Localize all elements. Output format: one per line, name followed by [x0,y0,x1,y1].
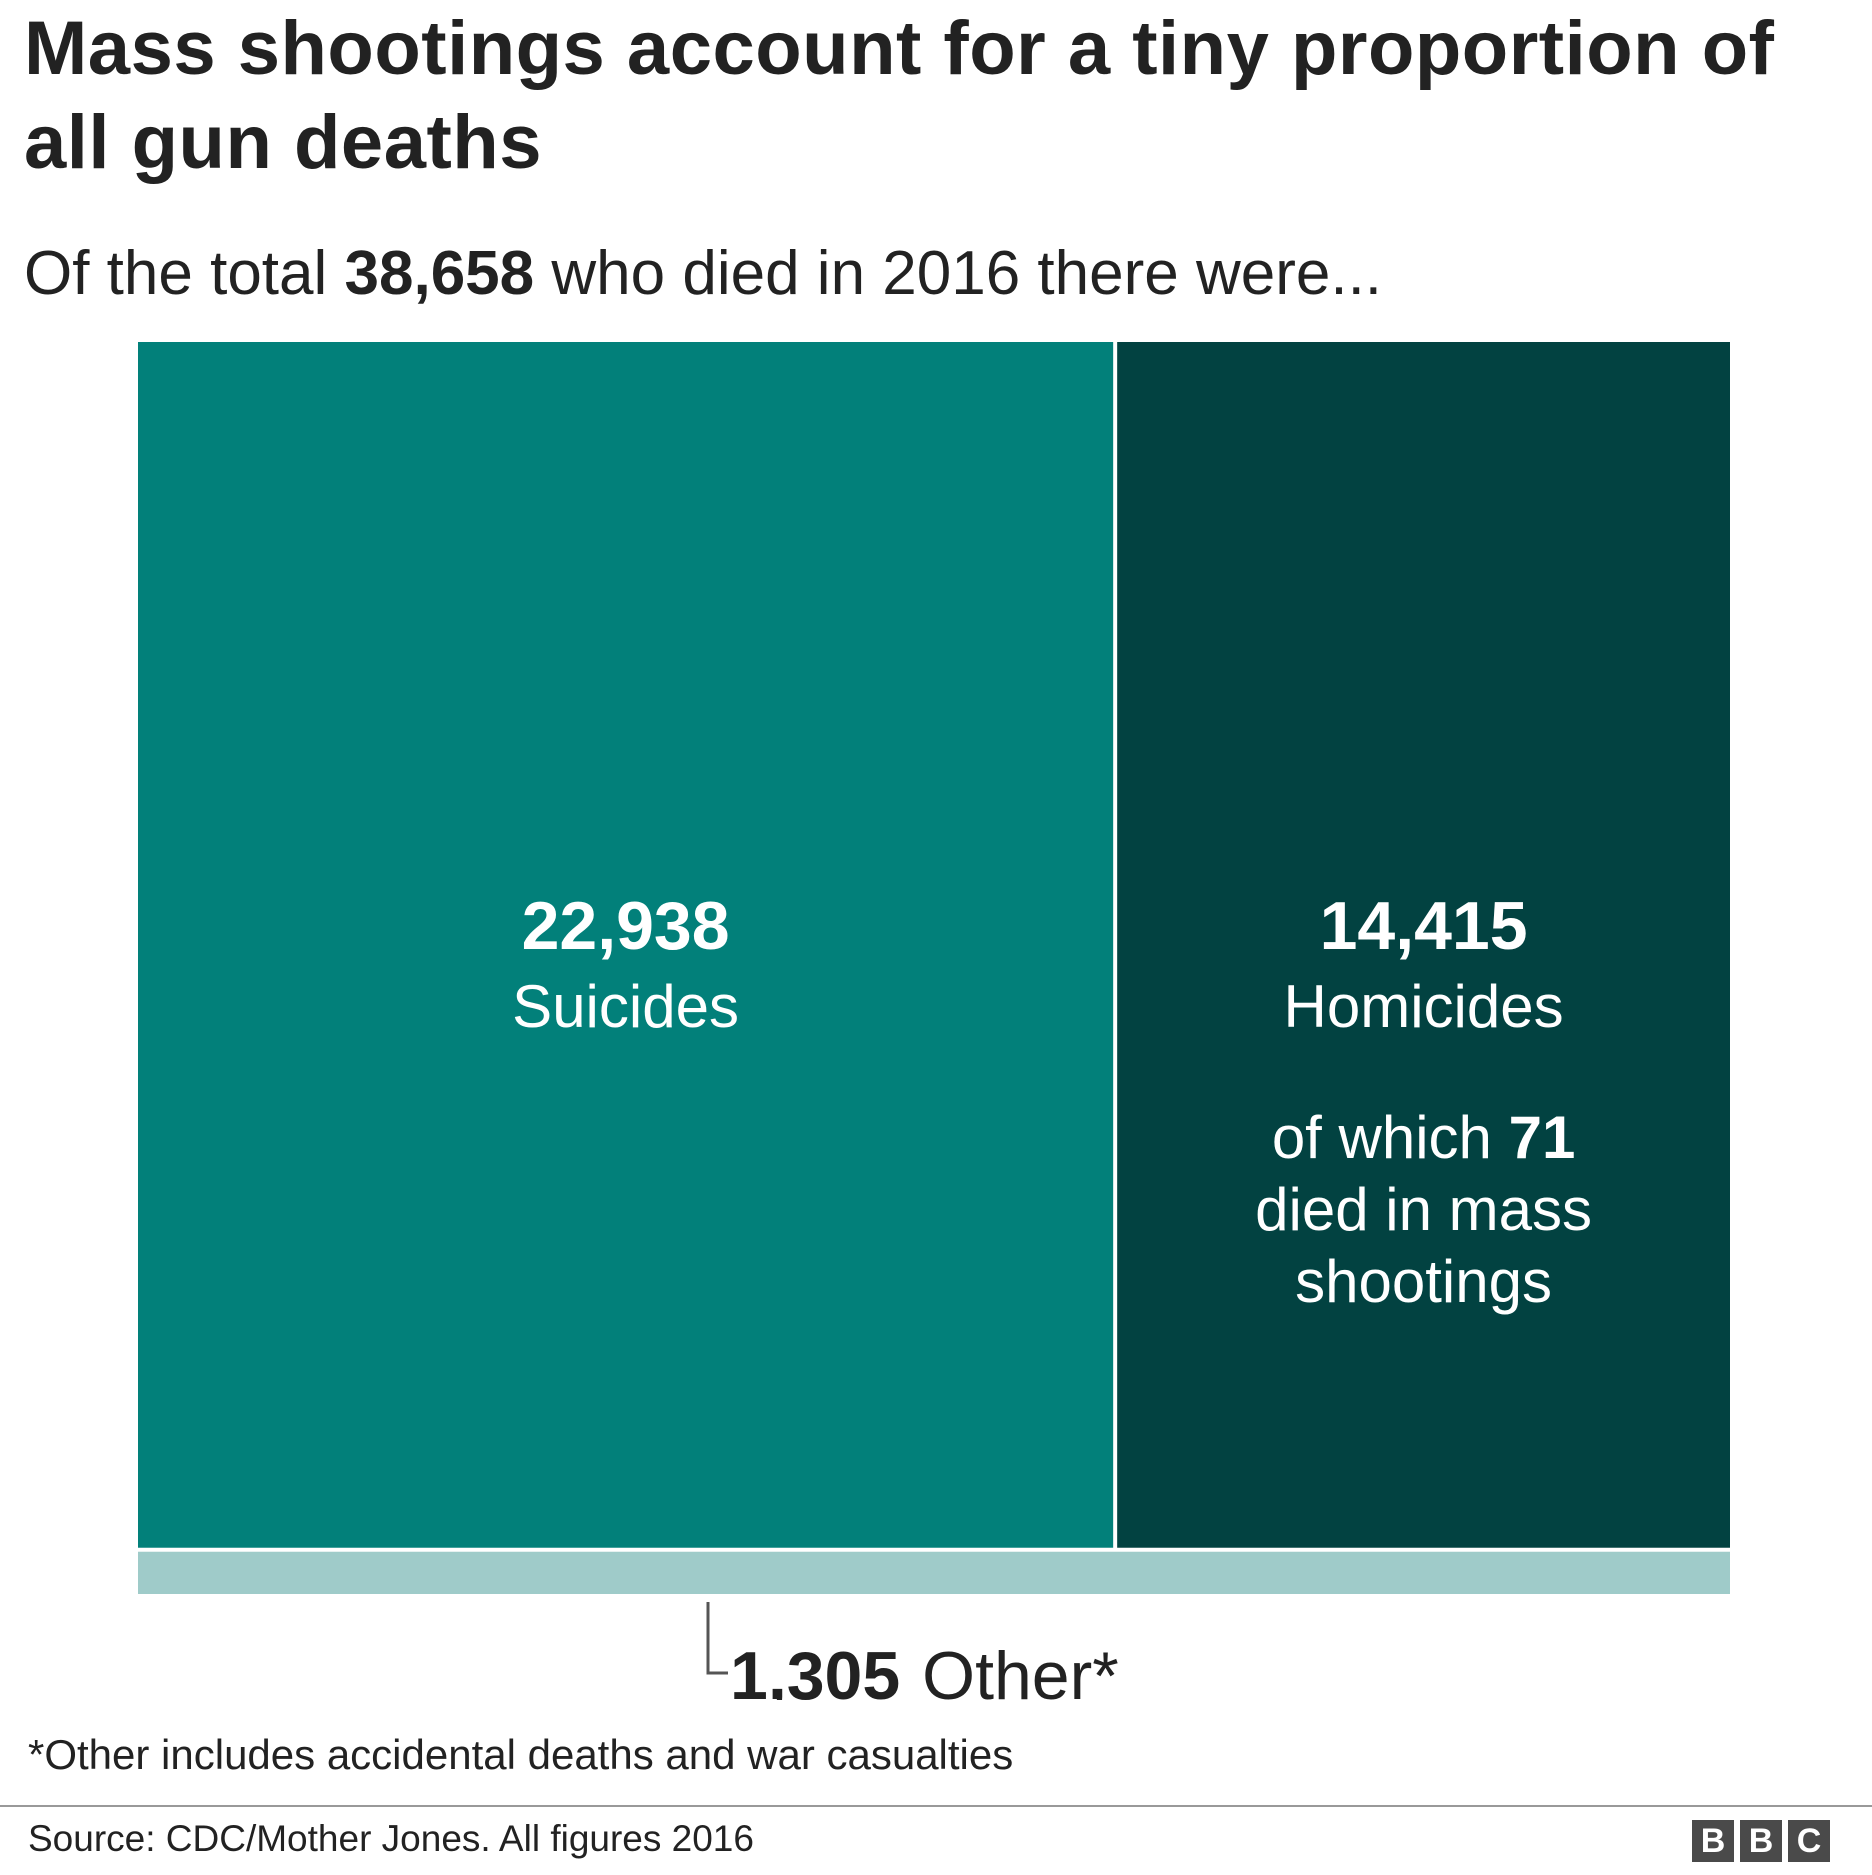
treemap-chart: 22,938 Suicides 14,415 Homicides of whic… [138,342,1730,1700]
suicides-category-label: Suicides [512,973,739,1040]
other-label: 1,305 Other* [730,1638,1119,1700]
footer-divider [0,1805,1872,1807]
subtitle-total: 38,658 [344,239,535,308]
subtitle-prefix: Of the total [24,239,345,308]
homicides-block [1117,342,1730,1548]
subtitle-suffix: who died in 2016 there were... [534,239,1383,308]
other-value-label: 1,305 [730,1638,900,1700]
suicides-block [138,342,1114,1548]
homicides-value-label: 14,415 [1320,888,1528,964]
mass-shooting-note-line1: of which 71 [1272,1104,1576,1171]
mass-shooting-count: 71 [1509,1104,1576,1171]
bbc-logo-letter: C [1788,1820,1830,1862]
bbc-logo-letter: B [1740,1820,1782,1862]
other-category-label: Other* [922,1638,1119,1700]
mass-shooting-note-prefix: of which [1272,1104,1509,1171]
bbc-logo-letter: B [1692,1820,1734,1862]
bbc-logo: B B C [1692,1820,1830,1862]
footnote: *Other includes accidental deaths and wa… [28,1731,1014,1778]
source-note: Source: CDC/Mother Jones. All figures 20… [28,1818,754,1859]
other-leader-line [706,1602,728,1675]
other-block [138,1551,1730,1594]
homicides-category-label: Homicides [1284,973,1564,1040]
suicides-value-label: 22,938 [522,888,730,964]
chart-title: Mass shootings account for a tiny propor… [24,6,1775,185]
chart-subtitle: Of the total 38,658 who died in 2016 the… [24,236,1382,312]
mass-shooting-note-line2: died in mass [1255,1176,1592,1243]
mass-shooting-note-line3: shootings [1295,1248,1552,1315]
